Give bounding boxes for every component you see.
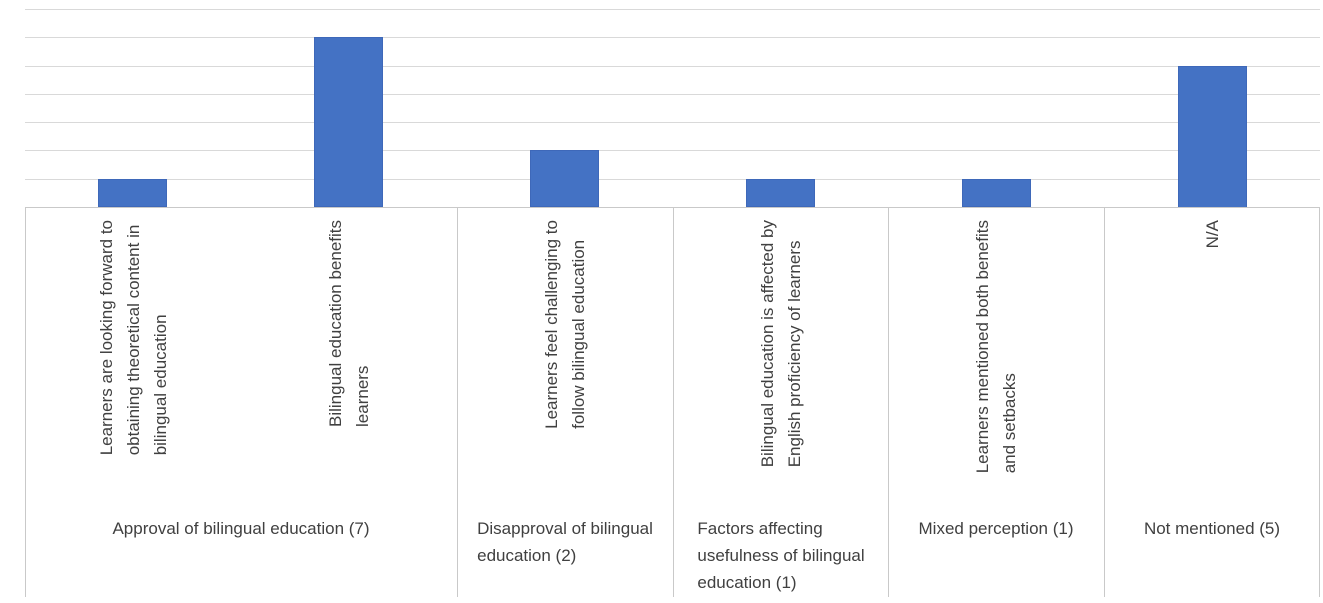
gridline [25, 37, 1320, 38]
y-axis-tick-label [0, 24, 22, 51]
group-label-cell: Not mentioned (5) [1104, 515, 1320, 597]
category-label: Bilingual education benefits learners [326, 220, 372, 427]
group-label: Factors affecting usefulness of bilingua… [697, 519, 865, 592]
group-label-cell: Mixed perception (1) [888, 515, 1104, 597]
bar [314, 37, 383, 207]
y-axis-tick-label [0, 194, 22, 221]
bar [98, 179, 167, 207]
y-axis-tick-label [0, 109, 22, 136]
group-label: Disapproval of bilingual education (2) [477, 519, 653, 565]
category-label-cell: Learners feel challenging to follow bili… [457, 220, 673, 515]
category-label-cell: Bilingual education benefits learners [241, 220, 457, 515]
category-label: Learners mentioned both benefits and set… [973, 220, 1019, 474]
bar [530, 150, 599, 207]
category-label: Learners feel challenging to follow bili… [542, 220, 588, 429]
category-label-cell: Learners are looking forward to obtainin… [25, 220, 241, 515]
y-axis-tick-label [0, 165, 22, 192]
category-label-cell: Bilingual education is affected by Engli… [673, 220, 889, 515]
category-label-cell: N/A [1104, 220, 1320, 515]
group-label: Approval of bilingual education (7) [112, 519, 370, 538]
category-label: N/A [1202, 220, 1222, 249]
group-label-cell: Factors affecting usefulness of bilingua… [673, 515, 889, 597]
category-label: Bilingual education is affected by Engli… [758, 220, 804, 468]
gridline [25, 179, 1320, 180]
bar [746, 179, 815, 207]
gridline [25, 94, 1320, 95]
bar [1178, 66, 1247, 208]
gridline [25, 66, 1320, 67]
group-label-cell: Disapproval of bilingual education (2) [457, 515, 673, 597]
category-divider [457, 207, 458, 597]
group-label: Not mentioned (5) [1143, 519, 1281, 538]
bar [962, 179, 1031, 207]
category-divider [888, 207, 889, 597]
y-axis-tick-label [0, 52, 22, 79]
gridline [25, 9, 1320, 10]
y-axis-tick-label [0, 80, 22, 107]
gridline [25, 150, 1320, 151]
group-label-cell: Approval of bilingual education (7) [25, 515, 457, 597]
category-divider [673, 207, 674, 597]
category-axis-box [25, 207, 1320, 597]
category-divider [1104, 207, 1105, 597]
gridline [25, 122, 1320, 123]
category-label-cell: Learners mentioned both benefits and set… [888, 220, 1104, 515]
y-axis-tick-label [0, 137, 22, 164]
category-label: Learners are looking forward to obtainin… [96, 220, 170, 456]
y-axis-tick-label [0, 0, 22, 22]
group-label: Mixed perception (1) [918, 519, 1074, 538]
